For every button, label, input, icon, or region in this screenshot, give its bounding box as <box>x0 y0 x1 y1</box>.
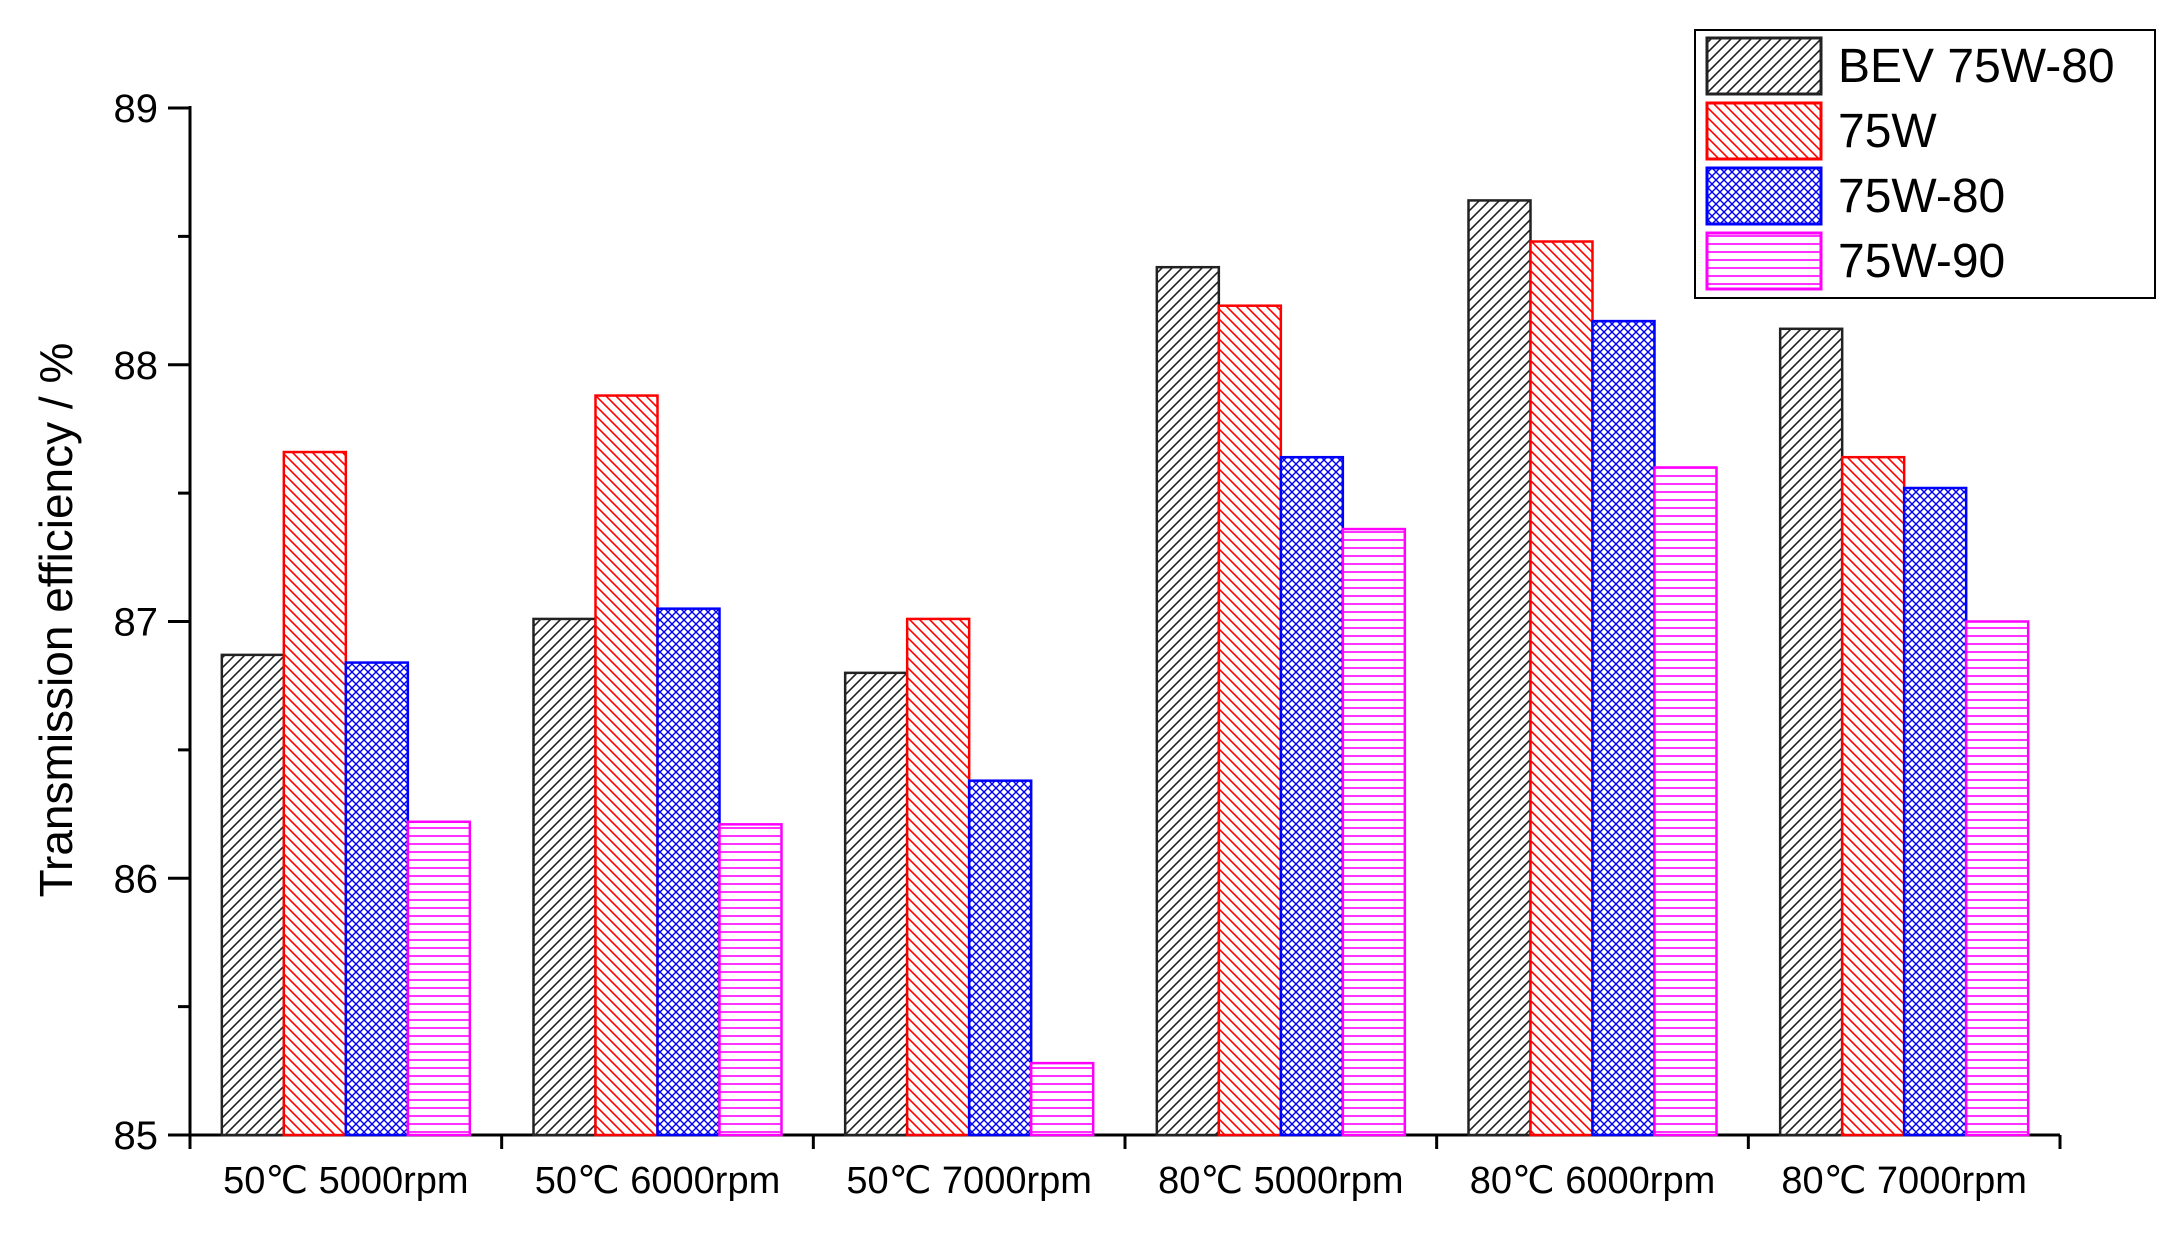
bar <box>718 823 783 1137</box>
y-tick-label: 89 <box>114 87 159 131</box>
bar <box>1902 486 1968 1137</box>
y-axis-label: Transmission efficiency / % <box>30 343 82 898</box>
x-tick-label: 50℃ 5000rpm <box>223 1160 468 1202</box>
bar <box>1341 527 1407 1137</box>
bar <box>1591 319 1656 1137</box>
bar <box>406 820 472 1137</box>
bar <box>843 671 909 1137</box>
x-tick-label: 80℃ 7000rpm <box>1781 1160 2026 1202</box>
plot-bars <box>220 199 2030 1137</box>
bar <box>967 779 1033 1137</box>
bar <box>1840 455 1906 1137</box>
bar <box>220 653 286 1137</box>
legend-swatch <box>1705 36 1823 96</box>
legend-label: 75W-90 <box>1838 235 2005 288</box>
x-tick-label: 80℃ 5000rpm <box>1158 1160 1403 1202</box>
y-tick-label: 88 <box>114 344 159 388</box>
bar <box>532 617 597 1137</box>
x-tick-label: 80℃ 6000rpm <box>1470 1160 1715 1202</box>
y-tick-label: 85 <box>114 1114 159 1158</box>
bar <box>905 617 971 1137</box>
bar <box>1029 1061 1095 1137</box>
bar <box>1279 455 1345 1137</box>
bar <box>344 661 410 1137</box>
legend-label: 75W-80 <box>1838 170 2005 223</box>
bar <box>1529 240 1594 1137</box>
bar <box>656 607 721 1137</box>
bar <box>1217 304 1283 1137</box>
x-tick-label: 50℃ 6000rpm <box>535 1160 780 1202</box>
bar <box>282 450 348 1137</box>
y-tick-label: 86 <box>114 857 159 901</box>
bar <box>1155 265 1221 1137</box>
bar <box>1467 199 1532 1137</box>
legend-swatch <box>1705 166 1823 226</box>
bar <box>594 394 659 1137</box>
x-tick-label: 50℃ 7000rpm <box>846 1160 1091 1202</box>
legend-swatch <box>1705 231 1823 291</box>
bar <box>1778 327 1844 1137</box>
plot-ticks: 85 86 87 88 89 50℃ 5000rpm 50℃ 6000rpm 50℃ 7000… <box>114 87 2062 1202</box>
legend-label: BEV 75W-80 <box>1838 40 2115 93</box>
bar <box>1653 466 1718 1137</box>
legend-label: 75W <box>1838 105 1937 158</box>
legend-swatch <box>1705 101 1823 161</box>
legend: BEV 75W-80 75W 75W-80 75W-90 <box>1694 29 2156 299</box>
y-tick-label: 87 <box>114 601 159 645</box>
bar <box>1964 620 2030 1137</box>
